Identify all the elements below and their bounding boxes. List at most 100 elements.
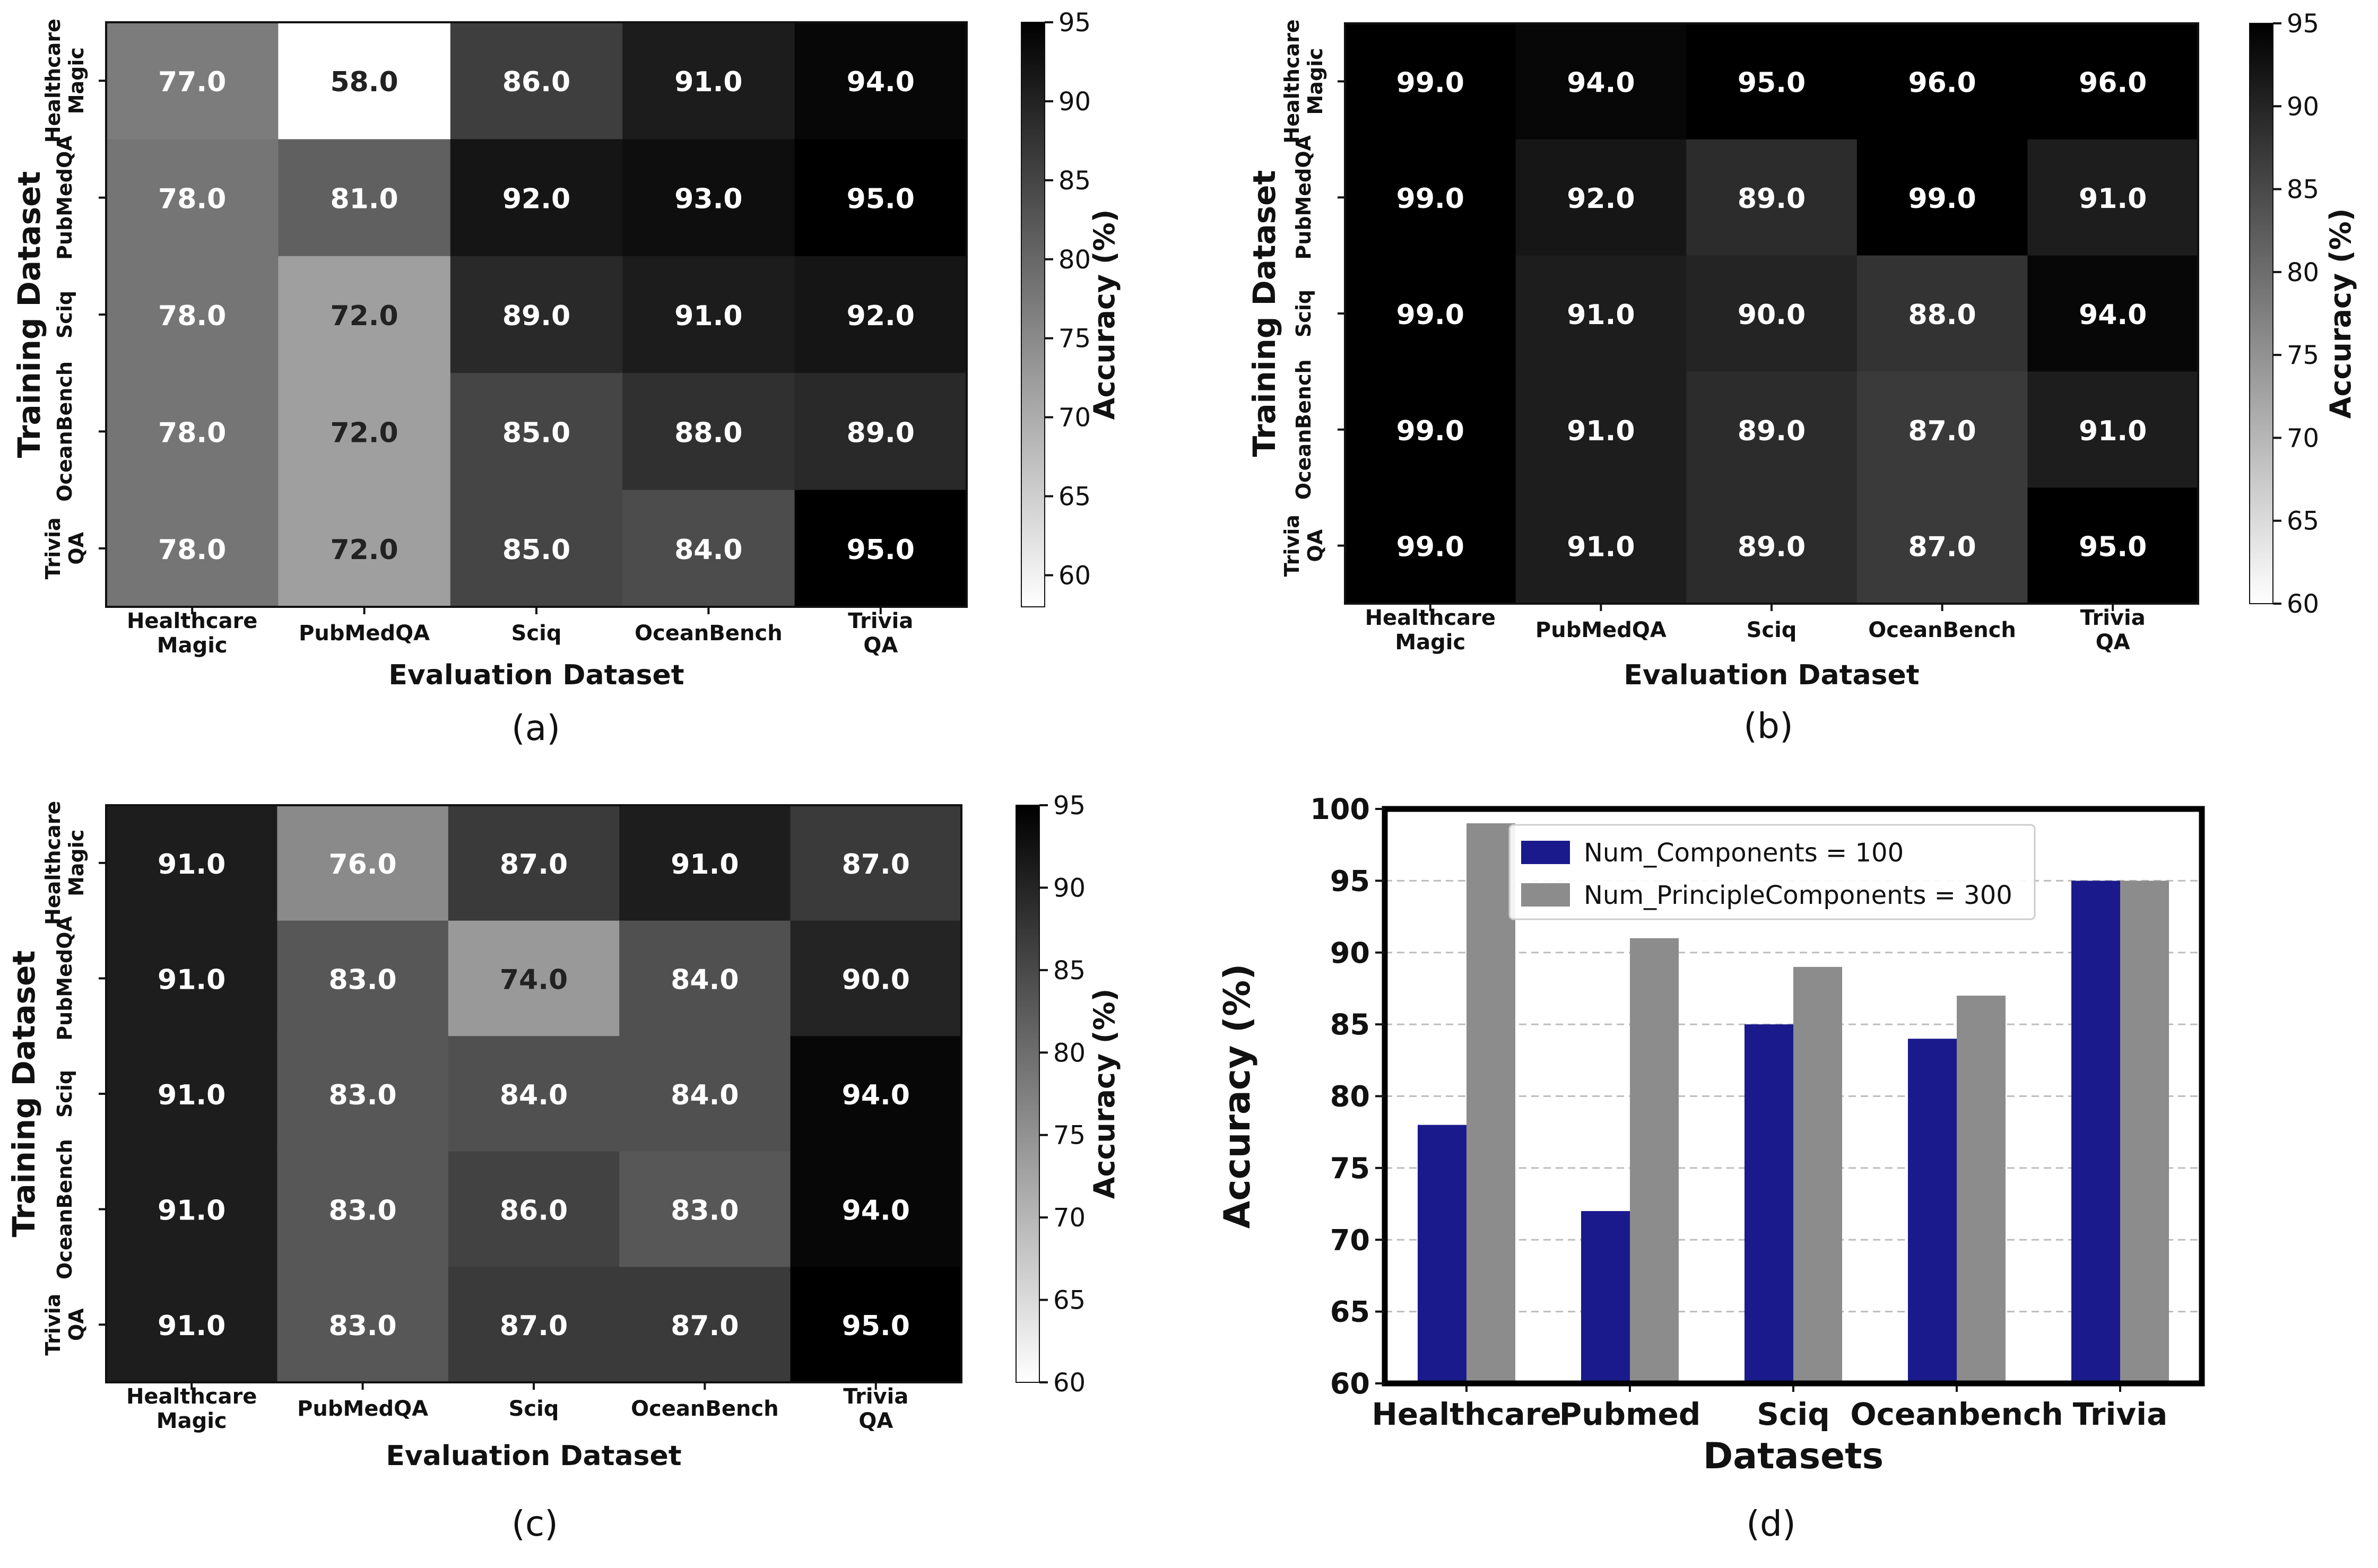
x-tick-label: PubMedQA xyxy=(299,621,430,646)
heatmap-cell xyxy=(622,256,795,373)
x-tick-label: Sciq xyxy=(509,1397,559,1421)
heatmap-cell xyxy=(106,139,279,257)
colorbar-frame xyxy=(1021,22,1045,607)
y-tick-label-line: PubMedQA xyxy=(53,916,76,1041)
y-tick-label-line: Healthcare xyxy=(1280,19,1304,143)
heatmap-cell-value: 89.0 xyxy=(502,300,570,332)
x-tick-label-line: Magic xyxy=(157,1409,227,1433)
y-axis-title: Accuracy (%) xyxy=(1217,964,1259,1229)
y-tick-label: 90 xyxy=(1330,936,1370,970)
x-tick-label-line: PubMedQA xyxy=(297,1397,428,1421)
colorbar-tick-label: 75 xyxy=(1058,324,1091,354)
heatmap-cell xyxy=(619,1151,791,1267)
heatmap-cell xyxy=(106,1267,277,1383)
colorbar-tick-label: 70 xyxy=(1053,1203,1086,1233)
heatmap-cell-value: 83.0 xyxy=(328,1310,396,1342)
x-tick-label: Healthcare Magic xyxy=(127,609,257,658)
x-tick-label-line: Sciq xyxy=(511,621,562,646)
heatmap-cell xyxy=(619,1036,791,1152)
panel-b-heatmap: 99.0 94.0 95.0 96.0 96.0 99.0 92.0 89.0 99.0 91.0… xyxy=(1246,9,2357,691)
heatmap-cell-value: 86.0 xyxy=(500,1195,568,1227)
heatmap-cell-value: 78.0 xyxy=(158,300,226,332)
x-tick-label: Sciq xyxy=(511,621,562,646)
heatmap-cell xyxy=(1515,139,1687,256)
y-tick-label-line: OceanBench xyxy=(53,1139,76,1279)
x-tick-label: PubMedQA xyxy=(297,1397,428,1421)
heatmap-cell-value: 78.0 xyxy=(158,184,226,215)
heatmap-cell-value: 87.0 xyxy=(842,849,910,881)
heatmap-cell-value: 83.0 xyxy=(328,964,396,996)
heatmap-cell-value: 91.0 xyxy=(1567,299,1635,331)
heatmap-cell xyxy=(106,22,279,140)
heatmap-cell xyxy=(106,256,279,373)
heatmap-cell-value: 92.0 xyxy=(502,184,570,215)
heatmap-cell xyxy=(448,805,620,921)
x-tick-label-line: Trivia xyxy=(843,1384,908,1409)
x-tick-label-line: Magic xyxy=(157,633,228,658)
heatmap-cell-value: 91.0 xyxy=(671,849,739,881)
heatmap-cell-value: 72.0 xyxy=(330,417,398,449)
heatmap-cell xyxy=(1345,139,1516,256)
x-tick-label-line: Trivia xyxy=(848,609,913,633)
heatmap-cell-value: 91.0 xyxy=(1567,532,1635,563)
colorbar-tick-label: 90 xyxy=(1058,87,1091,117)
heatmap-cell-value: 94.0 xyxy=(2079,299,2147,331)
heatmap-cell-value: 84.0 xyxy=(671,964,739,996)
x-tick-label-line: Sciq xyxy=(1747,618,1797,642)
x-tick-label-line: QA xyxy=(2096,630,2130,655)
heatmap-cell xyxy=(619,1267,791,1383)
heatmap-cell xyxy=(1686,23,1858,140)
colorbar-tick-label: 75 xyxy=(2287,341,2319,370)
heatmap-cell-value: 87.0 xyxy=(1908,415,1976,447)
heatmap-cell-value: 90.0 xyxy=(1738,299,1806,331)
heatmap-cell xyxy=(106,373,279,491)
bar xyxy=(1466,823,1515,1383)
heatmap-cell xyxy=(278,22,451,140)
heatmap-cell-value: 99.0 xyxy=(1396,299,1464,331)
x-tick-label: PubMedQA xyxy=(1535,618,1667,642)
bar xyxy=(2120,881,2169,1383)
heatmap-cell-value: 96.0 xyxy=(1908,67,1976,99)
x-tick-label: Pubmed xyxy=(1559,1396,1701,1432)
heatmap-cell xyxy=(790,1267,962,1383)
heatmap-cell xyxy=(106,1151,277,1267)
heatmap-cell-value: 74.0 xyxy=(500,964,568,996)
heatmap-cell-value: 83.0 xyxy=(671,1195,739,1227)
bar xyxy=(1418,1125,1466,1383)
x-tick-label-line: PubMedQA xyxy=(1535,618,1667,642)
heatmap-cell-value: 94.0 xyxy=(847,66,915,98)
heatmap-cell-value: 84.0 xyxy=(671,1079,739,1111)
colorbar-tick-label: 85 xyxy=(1053,956,1086,986)
heatmap-cell xyxy=(622,373,795,491)
heatmap-cell xyxy=(1856,371,2028,488)
heatmap-cell xyxy=(448,920,620,1036)
panel-a-caption: (a) xyxy=(511,708,560,748)
heatmap-cell xyxy=(2027,255,2199,372)
colorbar-tick-label: 90 xyxy=(2287,92,2319,121)
heatmap-cell-value: 91.0 xyxy=(2079,183,2147,215)
colorbar-tick-label: 95 xyxy=(2287,9,2319,39)
y-tick-label-line: QA xyxy=(65,532,88,564)
heatmap-cell-value: 95.0 xyxy=(1738,67,1806,99)
y-tick-label-line: Sciq xyxy=(53,291,76,338)
heatmap-cell-value: 99.0 xyxy=(1396,183,1464,215)
colorbar-frame xyxy=(2249,23,2273,604)
y-tick-label-line: OceanBench xyxy=(1292,359,1315,500)
x-tick-label-line: PubMedQA xyxy=(299,621,430,646)
heatmap-cell xyxy=(1345,255,1516,372)
heatmap-cell-value: 91.0 xyxy=(1567,415,1635,447)
heatmap-cell-value: 87.0 xyxy=(500,849,568,881)
heatmap-cell xyxy=(1345,23,1516,140)
x-tick-label-line: Sciq xyxy=(509,1397,559,1421)
heatmap-cell-value: 83.0 xyxy=(328,1195,396,1227)
heatmap-cell-value: 78.0 xyxy=(158,534,226,566)
heatmap-cell xyxy=(450,256,623,373)
panel-b-caption: (b) xyxy=(1743,705,1793,746)
heatmap-cell xyxy=(278,139,451,257)
colorbar-tick-label: 70 xyxy=(2287,423,2319,453)
heatmap-cell xyxy=(794,490,967,607)
colorbar xyxy=(2250,23,2273,604)
colorbar-tick-label: 65 xyxy=(2287,507,2319,536)
heatmap-cell-value: 92.0 xyxy=(1567,183,1635,215)
